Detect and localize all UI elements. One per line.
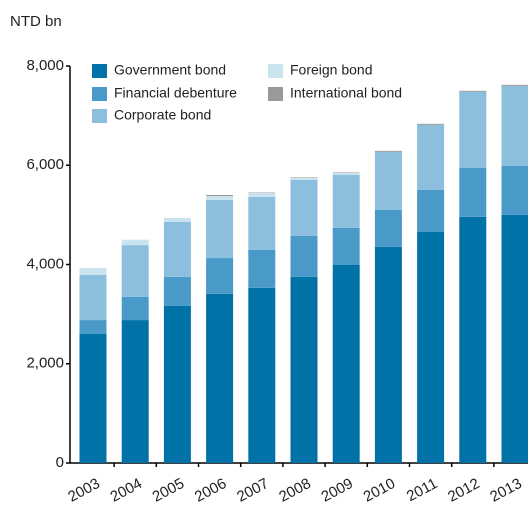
legend-label: International bond: [290, 85, 402, 101]
bar-segment: [332, 227, 360, 265]
bar-segment: [501, 85, 528, 166]
y-tick-label: 2,000: [26, 355, 64, 372]
x-tick-label: 2010: [361, 475, 398, 506]
bar-segment: [332, 172, 360, 175]
x-tick-label: 2003: [65, 475, 102, 506]
y-axis-label: NTD bn: [10, 13, 62, 30]
bar-segment: [417, 124, 445, 190]
bar-segment: [206, 196, 234, 200]
y-tick-label: 0: [56, 454, 64, 471]
bar-segment: [79, 274, 107, 321]
bar-segment: [332, 264, 360, 463]
bar-segment: [248, 193, 276, 198]
bar-segment: [121, 239, 149, 246]
legend-label: Corporate bond: [114, 107, 211, 123]
bar-segment: [121, 296, 149, 321]
y-tick-label: 6,000: [26, 156, 64, 173]
bar-segment: [459, 91, 487, 168]
bar-segment: [163, 305, 191, 463]
legend-swatch: [92, 64, 107, 78]
y-tick-label: 4,000: [26, 255, 64, 272]
bar-segment: [417, 231, 445, 463]
bar-segment: [206, 258, 234, 294]
bar-segment: [79, 267, 107, 275]
x-tick-label: 2007: [234, 475, 271, 506]
bar-segment: [121, 320, 149, 463]
x-tick-label: 2004: [107, 475, 144, 506]
legend-label: Foreign bond: [290, 62, 373, 78]
legend-label: Government bond: [114, 62, 226, 78]
x-tick-label: 2012: [445, 475, 482, 506]
bar-segment: [501, 165, 528, 215]
bar-segment: [248, 197, 276, 250]
bar-segment: [163, 276, 191, 306]
bar-segment: [459, 167, 487, 217]
bar-segment: [206, 195, 234, 197]
bar-segment: [374, 209, 402, 247]
bar-segment: [374, 246, 402, 463]
bar-segment: [459, 90, 487, 92]
y-tick-label: 8,000: [26, 57, 64, 74]
x-tick-label: 2006: [192, 475, 229, 506]
legend-label: Financial debenture: [114, 85, 237, 101]
bar-segment: [374, 150, 402, 152]
bar-segment: [290, 177, 318, 180]
bar-segment: [374, 151, 402, 210]
bar-segment: [290, 179, 318, 236]
x-tick-label: 2011: [404, 475, 440, 505]
legend-swatch: [92, 87, 107, 101]
bar-segment: [459, 216, 487, 463]
bar-segment: [79, 333, 107, 463]
bar-segment: [501, 84, 528, 86]
bar-segment: [206, 199, 234, 259]
x-tick-label: 2008: [276, 475, 313, 506]
bar-segment: [163, 217, 191, 222]
bar-segment: [248, 287, 276, 463]
x-tick-label: 2005: [150, 475, 187, 506]
x-tick-label: 2013: [487, 475, 524, 506]
bar-segment: [290, 276, 318, 463]
legend-swatch: [92, 109, 107, 123]
bar-segment: [79, 320, 107, 334]
bar-segment: [163, 221, 191, 277]
legend-swatch: [268, 87, 283, 101]
bar-segment: [290, 235, 318, 277]
bar-segment: [417, 189, 445, 232]
bar-segment: [417, 123, 445, 125]
bar-segment: [206, 293, 234, 463]
bar-segment: [248, 249, 276, 288]
legend-swatch: [268, 64, 283, 78]
bar-segment: [332, 174, 360, 228]
bar-segment: [501, 214, 528, 463]
bar-segment: [121, 245, 149, 297]
x-tick-label: 2009: [318, 475, 355, 506]
